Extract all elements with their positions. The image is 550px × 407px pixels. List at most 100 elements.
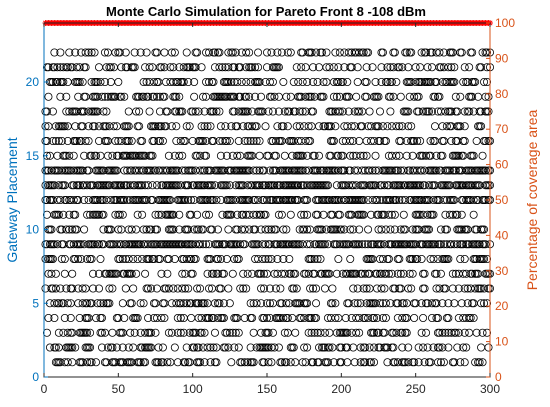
placement-marker [75,63,84,72]
placement-marker [160,299,169,308]
placement-marker [97,343,106,352]
placement-marker [152,225,161,234]
placement-marker [242,78,251,87]
placement-marker [457,299,466,308]
placement-marker [300,210,309,219]
placement-marker [307,313,316,322]
placement-marker [451,166,460,175]
placement-marker [81,136,90,145]
placement-marker [411,63,420,72]
placement-marker [206,358,215,367]
placement-marker [255,181,264,190]
placement-marker [213,254,222,263]
placement-marker [141,328,150,337]
placement-marker [483,328,492,337]
placement-marker [365,343,374,352]
placement-marker [187,313,196,322]
placement-marker [320,122,329,131]
placement-marker [318,48,327,57]
placement-marker [115,254,124,263]
placement-marker [404,122,413,131]
placement-marker [210,48,219,57]
placement-marker [87,299,96,308]
placement-marker [468,151,477,160]
placement-marker [260,166,269,175]
placement-marker [60,151,69,160]
placement-marker [312,284,321,293]
placement-marker [378,313,387,322]
placement-marker [359,151,368,160]
placement-marker [285,254,294,263]
placement-marker [383,343,392,352]
placement-marker [303,210,312,219]
placement-marker [401,225,410,234]
placement-marker [277,299,286,308]
placement-marker [237,78,246,87]
placement-marker [169,63,178,72]
placement-marker [255,136,264,145]
placement-marker [252,122,261,131]
placement-marker [303,225,312,234]
placement-marker [63,299,72,308]
placement-marker [419,269,428,278]
placement-marker [277,48,286,57]
placement-marker [93,107,102,116]
placement-marker [216,284,225,293]
placement-marker [117,328,126,337]
placement-marker [194,299,203,308]
placement-marker [184,195,193,204]
placement-marker [423,210,432,219]
placement-marker [331,240,340,249]
placement-marker [236,240,245,249]
placement-marker [472,328,481,337]
placement-marker [435,284,444,293]
placement-marker [393,269,402,278]
placement-marker [469,313,478,322]
placement-marker [56,284,65,293]
placement-marker [291,328,300,337]
placement-marker [373,313,382,322]
placement-marker [297,210,306,219]
placement-marker [405,92,414,101]
placement-marker [227,78,236,87]
placement-marker [475,358,484,367]
placement-marker [231,313,240,322]
placement-marker [95,63,104,72]
placement-marker [429,195,438,204]
placement-marker [249,166,258,175]
placement-marker [111,136,120,145]
placement-marker [419,284,428,293]
placement-marker [361,269,370,278]
placement-marker [331,299,340,308]
placement-marker [261,225,270,234]
placement-marker [328,299,337,308]
right-y-axis-label: Percentage of coverage area [524,110,540,291]
placement-marker [384,210,393,219]
placement-marker [157,313,166,322]
placement-marker [239,284,248,293]
placement-marker [417,299,426,308]
placement-marker [365,166,374,175]
placement-marker [377,225,386,234]
placement-marker [108,151,117,160]
placement-marker [288,343,297,352]
placement-marker [210,299,219,308]
placement-marker [447,107,456,116]
placement-marker [225,299,234,308]
placement-marker [205,48,214,57]
placement-marker [432,299,441,308]
placement-marker [340,48,349,57]
placement-marker [200,328,209,337]
placement-marker [438,136,447,145]
placement-marker [392,328,401,337]
placement-marker [286,92,295,101]
placement-marker [436,269,445,278]
placement-marker [262,299,271,308]
placement-marker [222,136,231,145]
placement-marker [270,343,279,352]
left-y-axis: 0 5 10 15 20 [26,75,48,384]
placement-marker [142,195,151,204]
placement-marker [355,240,364,249]
placement-marker [248,63,257,72]
placement-marker [453,240,462,249]
